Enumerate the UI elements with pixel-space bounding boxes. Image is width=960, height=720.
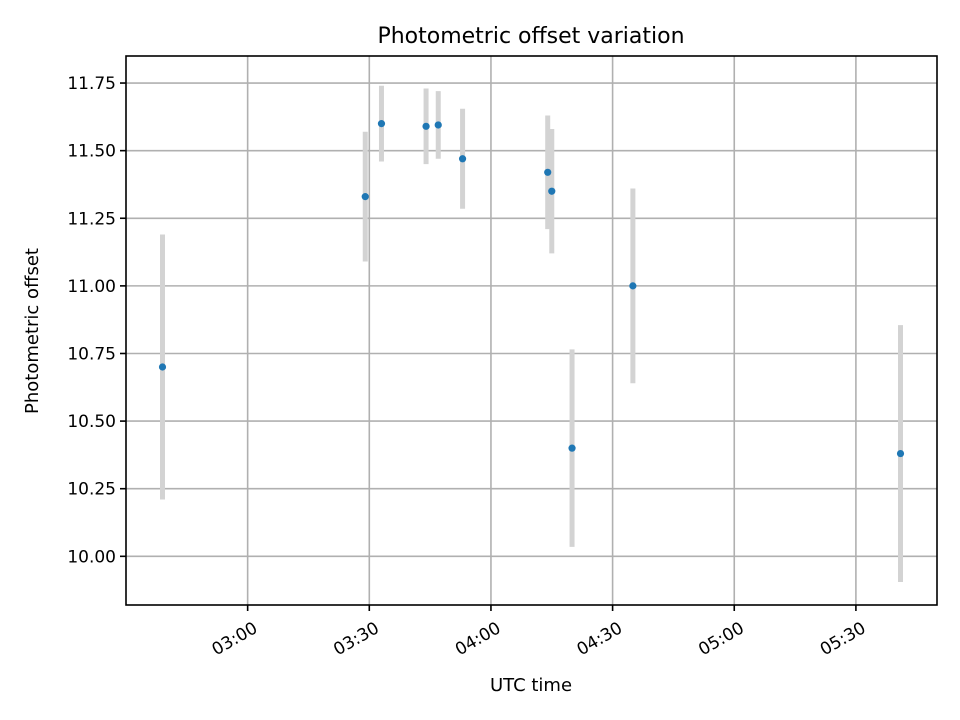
data-point bbox=[548, 187, 556, 195]
data-point bbox=[896, 449, 905, 458]
x-tick-label: 03:30 bbox=[330, 618, 382, 660]
y-axis-label: Photometric offset bbox=[22, 248, 43, 414]
x-tick-label: 05:30 bbox=[817, 618, 869, 660]
x-tick-label: 05:00 bbox=[695, 618, 747, 660]
chart-title: Photometric offset variation bbox=[377, 24, 684, 49]
data-point bbox=[629, 282, 637, 290]
data-point bbox=[361, 193, 369, 201]
y-axis-ticks: 10.00 10.25 10.50 10.75 11.00 11.25 11.50 11.75 bbox=[67, 74, 126, 567]
data-point bbox=[434, 121, 442, 129]
data-point bbox=[377, 120, 386, 128]
y-tick-label: 10.00 bbox=[67, 547, 116, 567]
data-point bbox=[544, 168, 552, 176]
x-tick-label: 03:00 bbox=[209, 618, 261, 660]
x-tick-label: 04:00 bbox=[452, 618, 504, 660]
data-point bbox=[158, 363, 167, 371]
y-tick-label: 11.25 bbox=[67, 209, 116, 229]
y-tick-label: 11.75 bbox=[67, 74, 116, 94]
y-tick-label: 10.25 bbox=[67, 480, 116, 500]
data-point bbox=[458, 155, 467, 163]
x-axis-ticks: 03:00 03:30 04:00 04:30 05:00 05:30 bbox=[209, 605, 869, 660]
x-axis-label: UTC time bbox=[490, 675, 572, 696]
error-bars bbox=[159, 85, 904, 583]
data-point bbox=[422, 122, 430, 130]
grid-lines bbox=[126, 56, 937, 605]
data-points bbox=[158, 120, 905, 458]
y-tick-label: 10.50 bbox=[67, 412, 116, 432]
plot-frame bbox=[125, 55, 938, 606]
y-tick-label: 11.50 bbox=[67, 142, 116, 162]
data-point bbox=[568, 444, 576, 452]
y-tick-label: 10.75 bbox=[67, 344, 116, 364]
x-tick-label: 04:30 bbox=[574, 618, 626, 660]
y-tick-label: 11.00 bbox=[67, 277, 116, 297]
